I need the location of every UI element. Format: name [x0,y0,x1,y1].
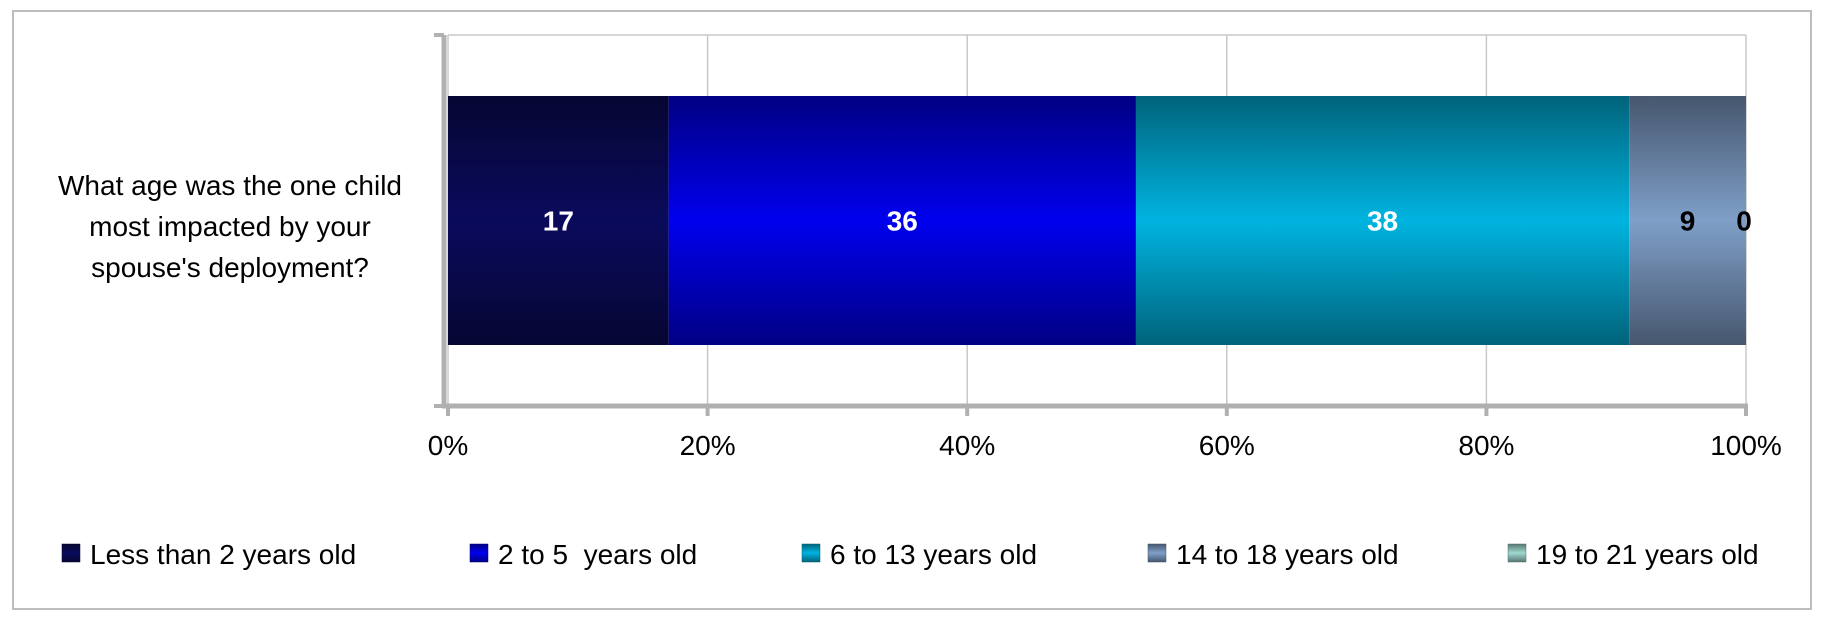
data-label: 17 [543,206,574,237]
legend-label: 19 to 21 years old [1536,539,1759,570]
x-tick-label: 100% [1710,430,1782,461]
category-label-line-1: What age was the one child [58,170,402,201]
legend-label: 6 to 13 years old [830,539,1037,570]
category-label: What age was the one child most impacted… [30,165,430,288]
legend-swatch [1147,543,1167,563]
data-label: 0 [1736,206,1752,237]
category-label-line-3: spouse's deployment? [91,252,369,283]
data-label: 9 [1680,206,1696,237]
x-tick-label: 80% [1458,430,1514,461]
legend-swatch [1507,543,1527,563]
x-tick-label: 20% [680,430,736,461]
bar-segment-6-to-13-years-old [1135,96,1630,345]
legend-label: 14 to 18 years old [1176,539,1399,570]
data-label: 38 [1367,206,1398,237]
x-tick-label: 60% [1199,430,1255,461]
x-tick-label: 40% [939,430,995,461]
legend-swatch [61,543,81,563]
x-tick-label: 0% [428,430,468,461]
data-label: 36 [887,206,918,237]
category-label-line-2: most impacted by your [89,211,371,242]
legend-swatch [801,543,821,563]
bar-segment-less-than-2-years-old [448,96,669,345]
bar-segment-14-to-18-years-old [1629,96,1746,345]
legend-swatch [469,543,489,563]
bar-segment-2-to-5-years-old [668,96,1136,345]
legend-label: Less than 2 years old [90,539,356,570]
legend-label: 2 to 5 years old [498,539,697,570]
